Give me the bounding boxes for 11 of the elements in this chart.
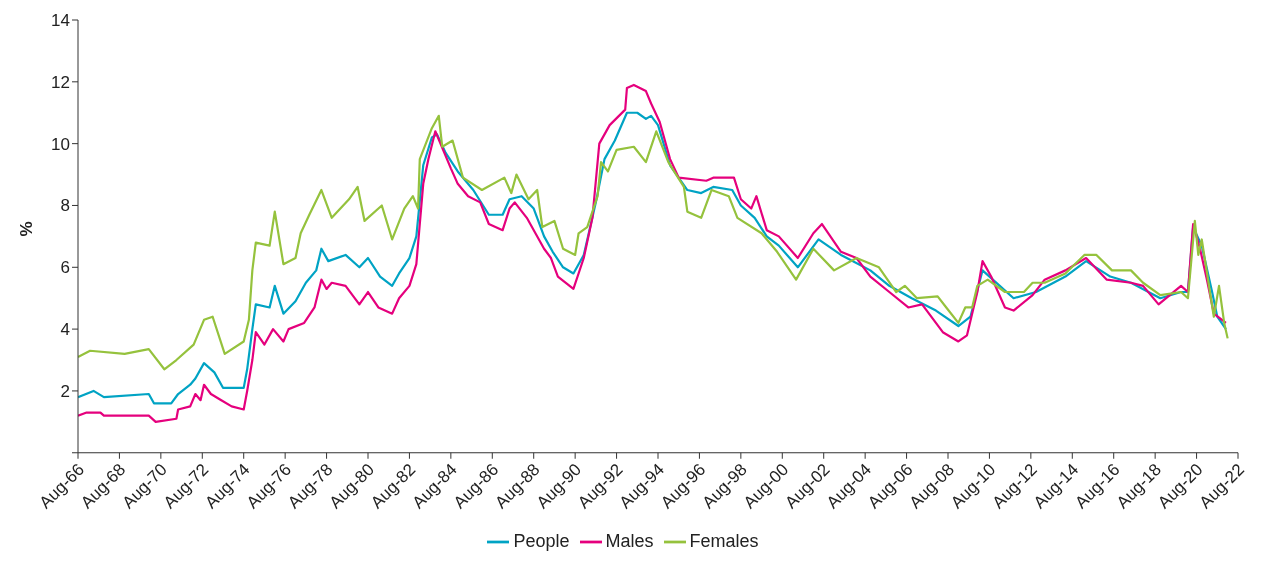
y-tick-label: 12 [51,72,70,92]
y-tick-label: 10 [51,134,70,154]
y-tick-label: 6 [60,258,70,278]
legend-label: Females [689,530,759,551]
legend-label: Males [605,530,654,551]
y-axis-title: % [17,221,37,237]
y-tick-label: 8 [60,196,70,216]
y-tick-label: 4 [60,320,70,340]
y-tick-label: 2 [60,381,70,401]
legend-label: People [513,530,570,551]
y-tick-label: 14 [51,11,70,31]
